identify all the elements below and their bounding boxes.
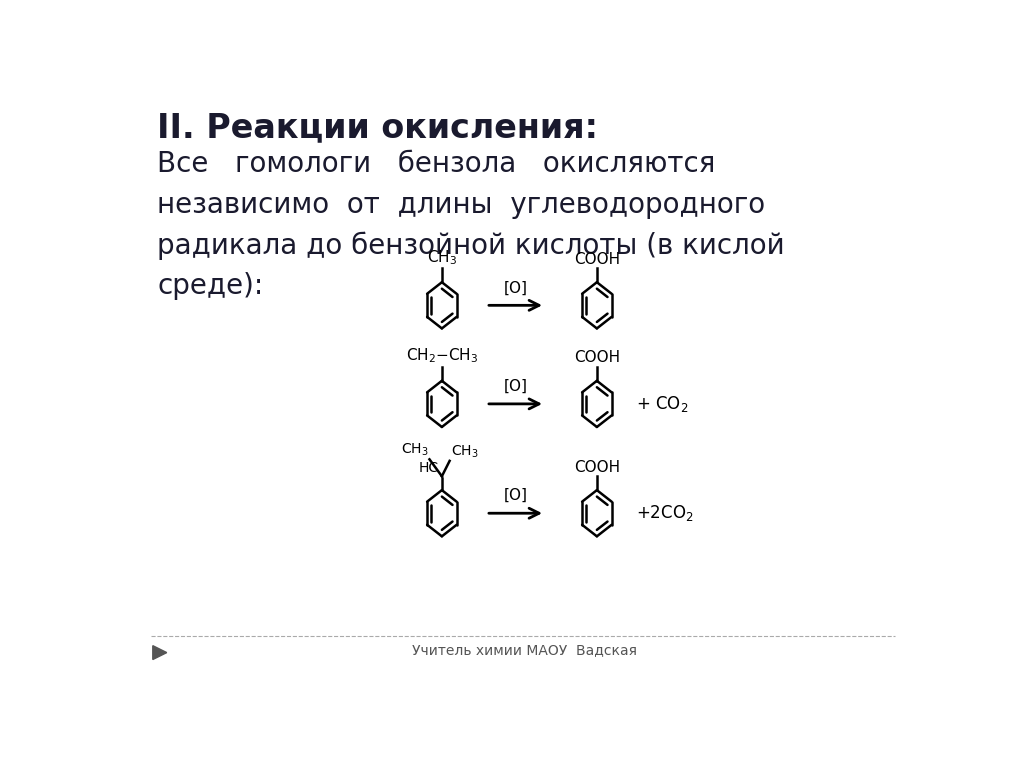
Text: COOH: COOH	[573, 351, 620, 365]
Text: CH$_2$−CH$_3$: CH$_2$−CH$_3$	[406, 347, 478, 365]
Text: независимо  от  длины  углеводородного: независимо от длины углеводородного	[158, 191, 766, 219]
Text: [O]: [O]	[504, 280, 527, 295]
Text: COOH: COOH	[573, 459, 620, 475]
Polygon shape	[153, 646, 167, 660]
Text: Учитель химии МАОУ  Вадская: Учитель химии МАОУ Вадская	[413, 644, 637, 657]
Text: CH$_3$: CH$_3$	[427, 249, 457, 267]
Text: CH$_3$: CH$_3$	[452, 443, 479, 460]
Text: COOH: COOH	[573, 252, 620, 267]
Text: Все   гомологи   бензола   окисляются: Все гомологи бензола окисляются	[158, 150, 716, 178]
Text: CH$_3$: CH$_3$	[401, 441, 429, 458]
Text: HC: HC	[419, 462, 438, 476]
Text: +2CO$_2$: +2CO$_2$	[636, 503, 693, 523]
Text: + CO$_2$: + CO$_2$	[636, 394, 688, 414]
Text: [O]: [O]	[504, 379, 527, 394]
Text: среде):: среде):	[158, 272, 264, 300]
Text: II. Реакции окисления:: II. Реакции окисления:	[158, 111, 598, 144]
Text: [O]: [O]	[504, 489, 527, 503]
Text: радикала до бензойной кислоты (в кислой: радикала до бензойной кислоты (в кислой	[158, 232, 785, 260]
